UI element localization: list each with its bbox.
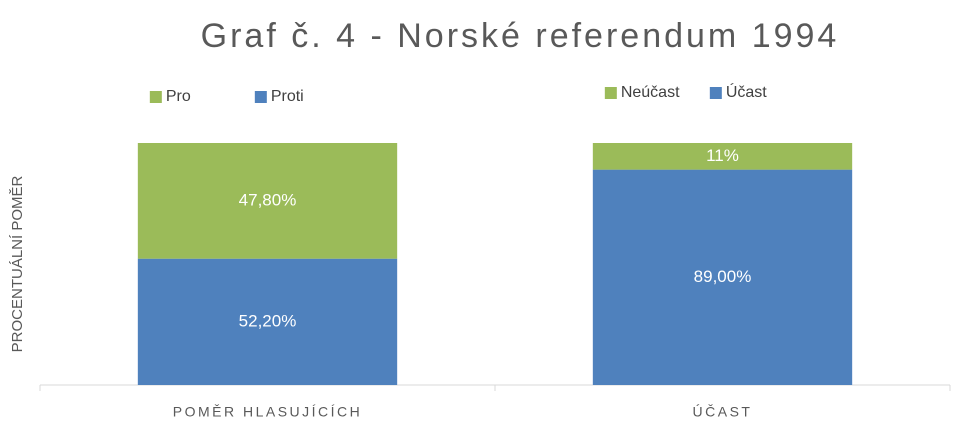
bar-segment xyxy=(592,169,853,385)
x-tick-label: ÚČAST xyxy=(693,404,753,420)
value-label: 11% xyxy=(706,146,739,165)
bar-segment xyxy=(137,143,398,259)
legend-label: Proti xyxy=(271,88,304,105)
bar-segment xyxy=(137,258,398,385)
value-label: 52,20% xyxy=(239,311,297,330)
value-label: 47,80% xyxy=(239,190,297,209)
y-axis-label: PROCENTUÁLNÍ POMĚR xyxy=(9,175,26,352)
bar-segment xyxy=(592,143,853,170)
legend-swatch xyxy=(149,91,162,103)
legend-label: Účast xyxy=(726,82,767,101)
value-label: 89,00% xyxy=(694,267,752,286)
legend-swatch xyxy=(604,87,617,99)
legend-swatch xyxy=(254,91,267,103)
legend-label: Neúčast xyxy=(621,84,680,101)
chart-title: Graf č. 4 - Norské referendum 1994 xyxy=(201,17,840,55)
legend-swatch xyxy=(709,87,722,99)
legend-label: Pro xyxy=(166,88,191,105)
x-tick-label: POMĚR HLASUJÍCÍCH xyxy=(173,404,363,420)
